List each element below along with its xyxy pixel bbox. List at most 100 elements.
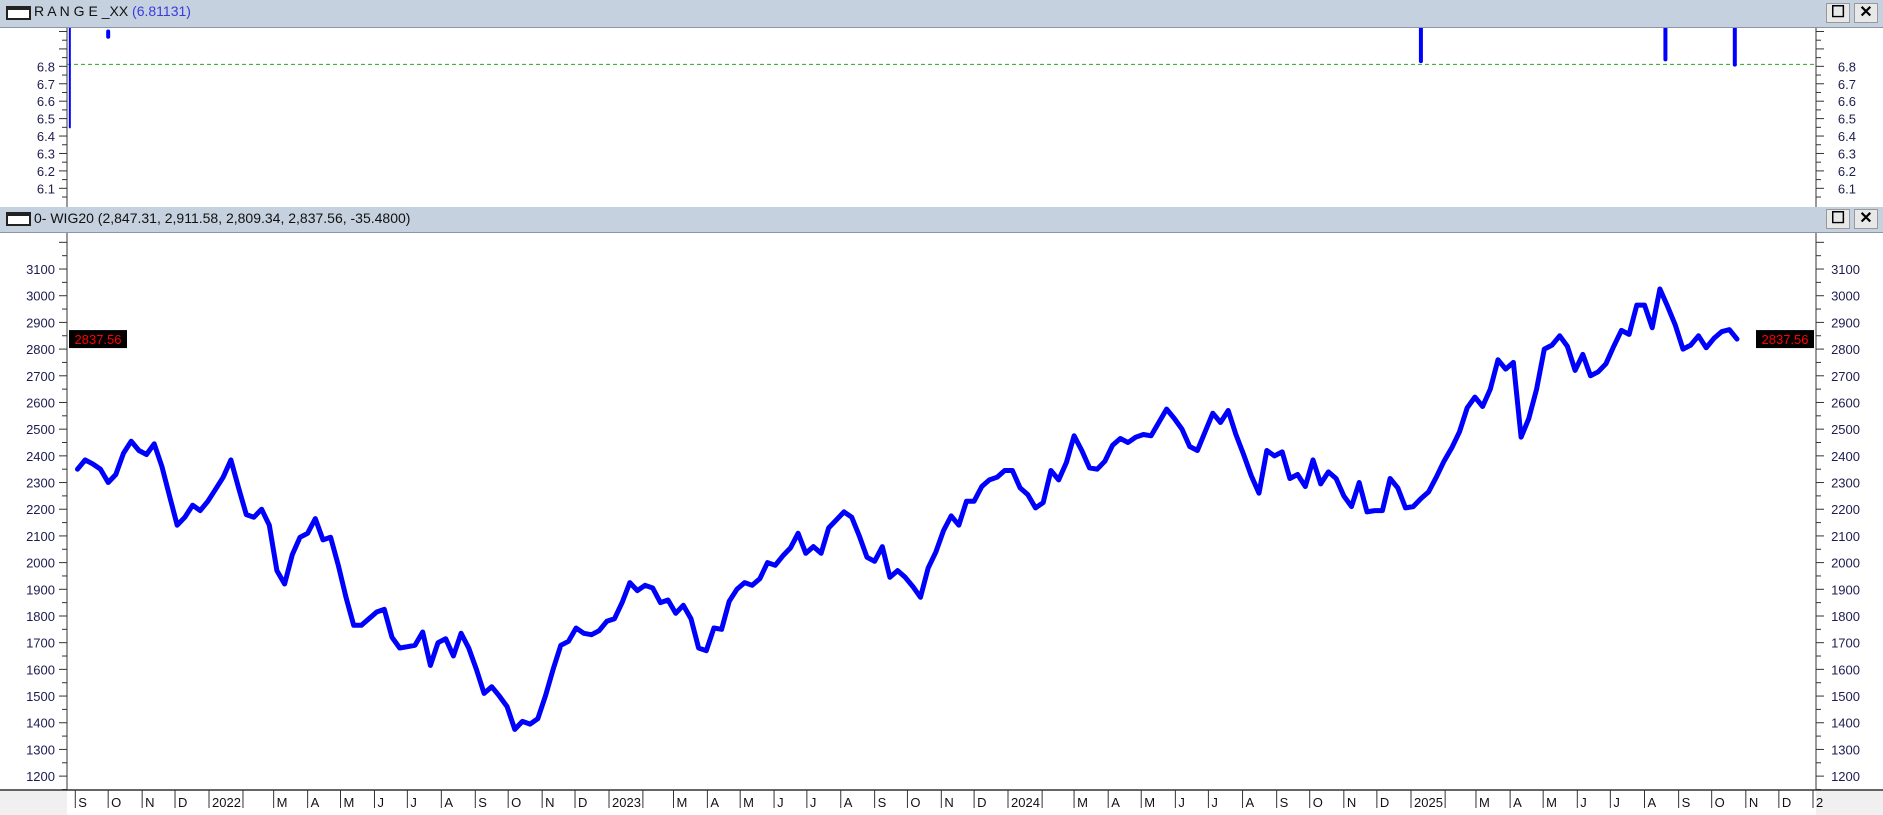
y-tick-label-left: 1700	[26, 636, 55, 651]
y-tick-label-left: 1300	[26, 742, 55, 757]
maximize-button[interactable]: ☐	[1826, 209, 1850, 229]
x-tick-label: A	[1111, 795, 1120, 810]
last-price-label-left-box	[69, 330, 127, 349]
y-tick-label-left: 6.5	[37, 112, 55, 127]
y-tick-label-left: 2300	[26, 476, 55, 491]
x-tick-label: D	[178, 795, 187, 810]
x-tick-label: M	[1546, 795, 1557, 810]
y-tick-label-right: 1800	[1831, 609, 1860, 624]
close-button[interactable]: ✕	[1854, 3, 1878, 23]
y-tick-label-right: 2600	[1831, 395, 1860, 410]
x-tick-label: O	[511, 795, 521, 810]
x-tick-label: A	[444, 795, 453, 810]
y-tick-label-right: 6.7	[1838, 77, 1856, 92]
x-tick-label: D	[578, 795, 587, 810]
y-tick-label-left: 1200	[26, 769, 55, 784]
x-tick-label: M	[1077, 795, 1088, 810]
wig20-price-chart: 1200 1200 1300 1300 1400 1400 1500 1500 1600 1600…	[0, 233, 1883, 815]
x-tick-label: A	[1647, 795, 1656, 810]
x-tick-label: D	[1782, 795, 1791, 810]
range-indicator-name: R A N G E _XX	[34, 3, 129, 19]
x-tick-label: S	[1682, 795, 1691, 810]
range-indicator-chart: 6.1 6.1 6.2 6.2 6.3 6.3 6.4 6.4 6.5 6.5 6.6 6.6 6.7 6…	[0, 28, 1883, 207]
x-tick-label: O	[910, 795, 920, 810]
x-tick-label: A	[710, 795, 719, 810]
x-tick-label: N	[145, 795, 154, 810]
y-tick-label-right: 6.1	[1838, 181, 1856, 196]
range-panel-title: R A N G E _XX (6.81131)	[34, 3, 191, 19]
x-tick-label: 2023	[612, 795, 641, 810]
y-tick-label-left: 6.2	[37, 164, 55, 179]
x-tick-label: J	[810, 795, 817, 810]
x-tick-label: M	[743, 795, 754, 810]
y-tick-label-right: 1600	[1831, 662, 1860, 677]
y-tick-label-right: 6.8	[1838, 59, 1856, 74]
y-tick-label-right: 2200	[1831, 502, 1860, 517]
x-tick-label: J	[1178, 795, 1185, 810]
y-tick-label-right: 3100	[1831, 262, 1860, 277]
x-tick-label: S	[78, 795, 87, 810]
range-panel-titlebar: R A N G E _XX (6.81131) ☐ ✕	[0, 0, 1883, 28]
x-tick-label: J	[410, 795, 417, 810]
x-tick-label: A	[844, 795, 853, 810]
y-tick-label-left: 3100	[26, 262, 55, 277]
y-tick-label-left: 2400	[26, 449, 55, 464]
window-icon[interactable]	[6, 6, 31, 20]
x-tick-label: M	[277, 795, 288, 810]
y-tick-label-right: 2100	[1831, 529, 1860, 544]
x-tick-label: N	[545, 795, 554, 810]
y-tick-label-left: 6.7	[37, 77, 55, 92]
last-price-label-left: 2837.56	[75, 332, 122, 347]
window-icon[interactable]	[6, 212, 31, 226]
y-tick-label-right: 1200	[1831, 769, 1860, 784]
y-tick-label-left: 3000	[26, 289, 55, 304]
x-tick-label: O	[111, 795, 121, 810]
x-tick-label: D	[1380, 795, 1389, 810]
last-price-label-right: 2837.56	[1762, 332, 1809, 347]
right-axis-area	[1816, 28, 1883, 207]
x-tick-label: J	[777, 795, 784, 810]
y-tick-label-right: 6.6	[1838, 94, 1856, 109]
y-tick-label-left: 1400	[26, 716, 55, 731]
y-tick-label-left: 1500	[26, 689, 55, 704]
y-tick-label-left: 6.6	[37, 94, 55, 109]
y-tick-label-left: 1900	[26, 582, 55, 597]
last-price-label-right-box	[1756, 330, 1814, 349]
y-tick-label-left: 2500	[26, 422, 55, 437]
y-tick-label-right: 1400	[1831, 716, 1860, 731]
y-tick-label-left: 2200	[26, 502, 55, 517]
x-tick-label: N	[944, 795, 953, 810]
x-tick-label: S	[478, 795, 487, 810]
x-tick-label: M	[1144, 795, 1155, 810]
y-tick-label-right: 1900	[1831, 582, 1860, 597]
x-tick-label: J	[1211, 795, 1218, 810]
y-tick-label-left: 1800	[26, 609, 55, 624]
y-tick-label-right: 6.2	[1838, 164, 1856, 179]
y-tick-label-left: 2800	[26, 342, 55, 357]
close-button[interactable]: ✕	[1854, 209, 1878, 229]
y-tick-label-right: 3000	[1831, 289, 1860, 304]
x-tick-label: 2025	[1414, 795, 1443, 810]
x-tick-label: N	[1347, 795, 1356, 810]
y-tick-label-right: 2300	[1831, 476, 1860, 491]
x-tick-label: D	[977, 795, 986, 810]
y-tick-label-right: 2700	[1831, 369, 1860, 384]
x-tick-label: J	[1580, 795, 1587, 810]
maximize-button[interactable]: ☐	[1826, 3, 1850, 23]
x-tick-label: J	[1613, 795, 1620, 810]
range-indicator-value: (6.81131)	[132, 3, 191, 19]
y-tick-label-right: 1700	[1831, 636, 1860, 651]
y-tick-label-left: 2700	[26, 369, 55, 384]
y-tick-label-left: 6.4	[37, 129, 55, 144]
y-tick-label-right: 6.3	[1838, 146, 1856, 161]
x-tick-label: 2024	[1011, 795, 1040, 810]
y-tick-label-right: 2800	[1831, 342, 1860, 357]
wig20-panel-titlebar: 0- WIG20 (2,847.31, 2,911.58, 2,809.34, …	[0, 207, 1883, 233]
y-tick-label-left: 2900	[26, 315, 55, 330]
x-tick-label: M	[676, 795, 687, 810]
y-tick-label-right: 6.4	[1838, 129, 1856, 144]
y-tick-label-right: 2000	[1831, 556, 1860, 571]
x-tick-label: A	[1246, 795, 1255, 810]
x-tick-label: O	[1313, 795, 1323, 810]
x-tick-label: 2	[1816, 795, 1823, 810]
